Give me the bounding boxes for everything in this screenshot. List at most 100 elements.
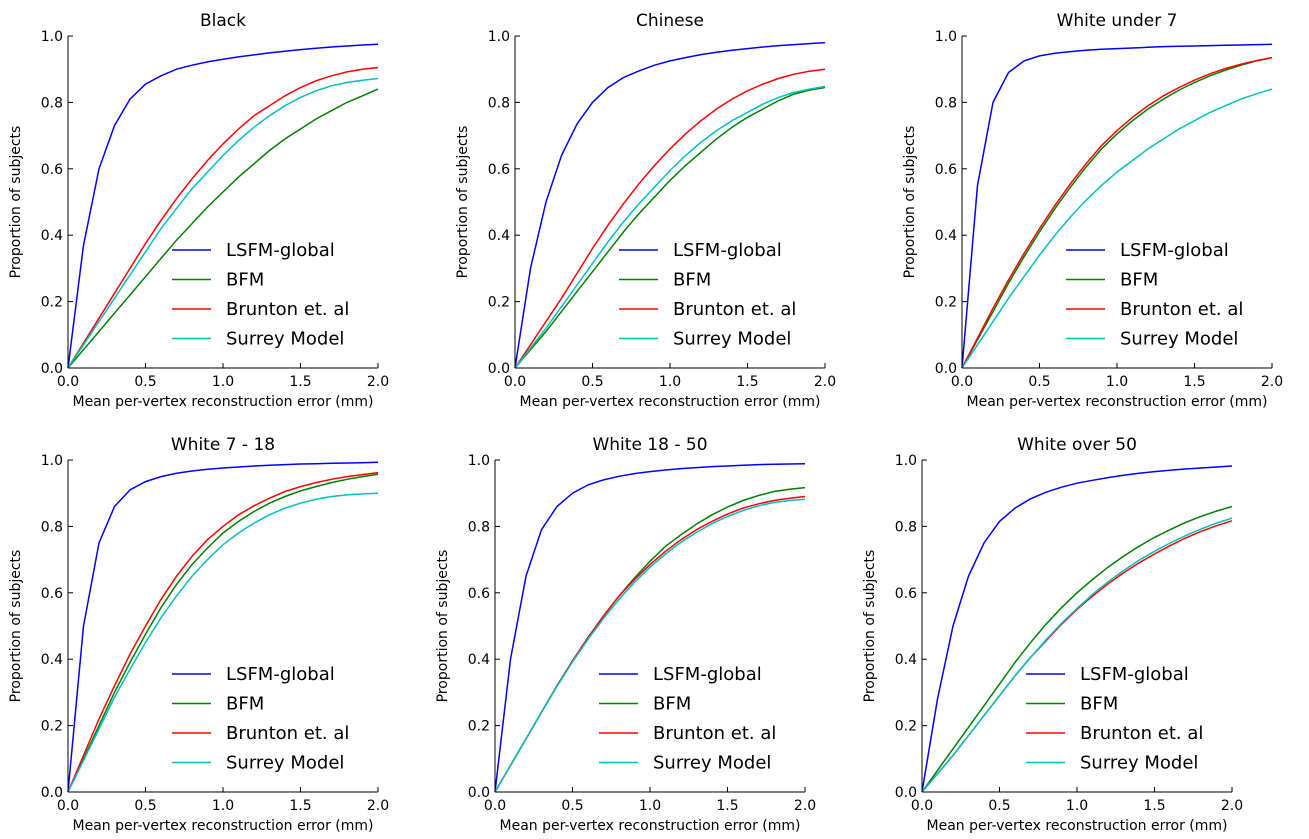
x-tick-label: 1.0 (1106, 374, 1128, 390)
x-tick-label: 1.5 (736, 374, 758, 390)
x-tick-label: 0.0 (951, 374, 973, 390)
series-line-bfm (514, 86, 826, 369)
y-tick-label: 0.4 (895, 652, 917, 668)
y-axis-label: Proportion of subjects (435, 550, 451, 703)
series-line-surrey-model (514, 85, 826, 369)
series-line-surrey-model (494, 498, 806, 793)
y-tick-label: 1.0 (41, 453, 63, 469)
series-line-brunton-et-al (961, 56, 1273, 369)
x-tick-label: 1.0 (1066, 798, 1088, 814)
chart-title: White over 50 (1017, 435, 1137, 455)
y-axis-label: Proportion of subjects (455, 126, 471, 279)
legend-label: Brunton et. al (673, 299, 796, 320)
x-axis-label: Mean per-vertex reconstruction error (mm… (73, 394, 374, 410)
x-tick-label: 2.0 (814, 374, 836, 390)
y-tick-label: 0.2 (41, 295, 63, 311)
series-line-lsfm-global (921, 465, 1233, 793)
x-tick-label: 2.0 (1261, 374, 1283, 390)
y-tick-label: 1.0 (488, 29, 510, 45)
y-tick-label: 1.0 (935, 29, 957, 45)
series-line-lsfm-global (67, 461, 379, 793)
y-tick-label: 0.2 (468, 719, 490, 735)
y-axis-label: Proportion of subjects (8, 550, 24, 703)
subplot-4: 0.0 0.5 1.0 1.5 2.0 0.0 0.2 0.4 0.6 0.8 1.0 White 1… (435, 435, 816, 834)
y-tick-label: 0.6 (488, 162, 510, 178)
series-line-bfm (494, 486, 806, 793)
y-tick-label: 0.8 (41, 95, 63, 111)
y-tick-label: 0.6 (41, 586, 63, 602)
series-line-surrey-model (921, 517, 1233, 793)
y-tick-label: 0.2 (895, 719, 917, 735)
subplot-1: 0.0 0.5 1.0 1.5 2.0 0.0 0.2 0.4 0.6 0.8 1.0 Chinese… (455, 11, 836, 410)
y-tick-label: 0.2 (41, 719, 63, 735)
x-tick-label: 1.0 (212, 798, 234, 814)
legend-label: BFM (1080, 694, 1118, 715)
legend: LSFM-global BFM Brunton et. al Surrey Model (172, 240, 349, 350)
series-line-brunton-et-al (514, 68, 826, 369)
x-tick-label: 1.5 (716, 798, 738, 814)
legend-label: BFM (226, 270, 264, 291)
y-tick-label: 0.8 (41, 519, 63, 535)
x-axis-label: Mean per-vertex reconstruction error (mm… (927, 818, 1228, 834)
chart-title: White 18 - 50 (592, 435, 707, 455)
y-tick-label: 0.2 (935, 295, 957, 311)
legend-label: BFM (673, 270, 711, 291)
legend-label: LSFM-global (1080, 664, 1189, 685)
legend-label: LSFM-global (653, 664, 762, 685)
legend-label: Brunton et. al (1120, 299, 1243, 320)
y-tick-label: 1.0 (468, 453, 490, 469)
y-tick-label: 0.8 (935, 95, 957, 111)
legend-label: Brunton et. al (653, 723, 776, 744)
series-line-lsfm-global (961, 43, 1273, 369)
legend-label: Surrey Model (226, 753, 344, 774)
series-line-lsfm-global (494, 462, 806, 793)
legend-label: BFM (1120, 270, 1158, 291)
y-tick-label: 0.0 (895, 785, 917, 801)
y-tick-label: 0.4 (935, 228, 957, 244)
legend: LSFM-global BFM Brunton et. al Surrey Model (619, 240, 796, 350)
x-tick-label: 0.5 (134, 374, 156, 390)
series-line-surrey-model (961, 88, 1273, 369)
y-tick-label: 0.0 (468, 785, 490, 801)
x-axis-label: Mean per-vertex reconstruction error (mm… (967, 394, 1268, 410)
y-tick-label: 0.8 (468, 519, 490, 535)
subplot-5: 0.0 0.5 1.0 1.5 2.0 0.0 0.2 0.4 0.6 0.8 1.0 White o… (862, 435, 1243, 834)
y-tick-label: 1.0 (41, 29, 63, 45)
legend-label: Surrey Model (653, 753, 771, 774)
chart-title: Black (200, 11, 246, 31)
x-tick-label: 2.0 (794, 798, 816, 814)
series-line-surrey-model (67, 77, 379, 369)
legend-label: Brunton et. al (1080, 723, 1203, 744)
x-tick-label: 1.0 (639, 798, 661, 814)
chart-title: White under 7 (1057, 11, 1178, 31)
x-tick-label: 1.5 (289, 374, 311, 390)
x-tick-label: 1.5 (1143, 798, 1165, 814)
y-tick-label: 0.8 (895, 519, 917, 535)
legend-label: BFM (226, 694, 264, 715)
y-tick-label: 0.6 (468, 586, 490, 602)
x-tick-label: 0.5 (561, 798, 583, 814)
x-tick-label: 0.0 (484, 798, 506, 814)
x-tick-label: 0.0 (504, 374, 526, 390)
y-tick-label: 0.6 (895, 586, 917, 602)
series-line-brunton-et-al (67, 66, 379, 369)
y-tick-label: 0.4 (41, 652, 63, 668)
x-tick-label: 0.0 (57, 374, 79, 390)
legend-label: LSFM-global (673, 240, 782, 261)
legend-label: Surrey Model (1080, 753, 1198, 774)
y-axis-label: Proportion of subjects (8, 126, 24, 279)
x-tick-label: 2.0 (1221, 798, 1243, 814)
x-tick-label: 0.5 (581, 374, 603, 390)
y-tick-label: 0.6 (41, 162, 63, 178)
y-tick-label: 0.8 (488, 95, 510, 111)
chart-title: White 7 - 18 (171, 435, 275, 455)
x-tick-label: 0.0 (57, 798, 79, 814)
x-tick-label: 0.5 (1028, 374, 1050, 390)
legend-label: Surrey Model (1120, 329, 1238, 350)
legend-label: LSFM-global (1120, 240, 1229, 261)
legend-label: BFM (653, 694, 691, 715)
x-tick-label: 2.0 (367, 374, 389, 390)
y-tick-label: 0.0 (41, 785, 63, 801)
y-tick-label: 0.6 (935, 162, 957, 178)
